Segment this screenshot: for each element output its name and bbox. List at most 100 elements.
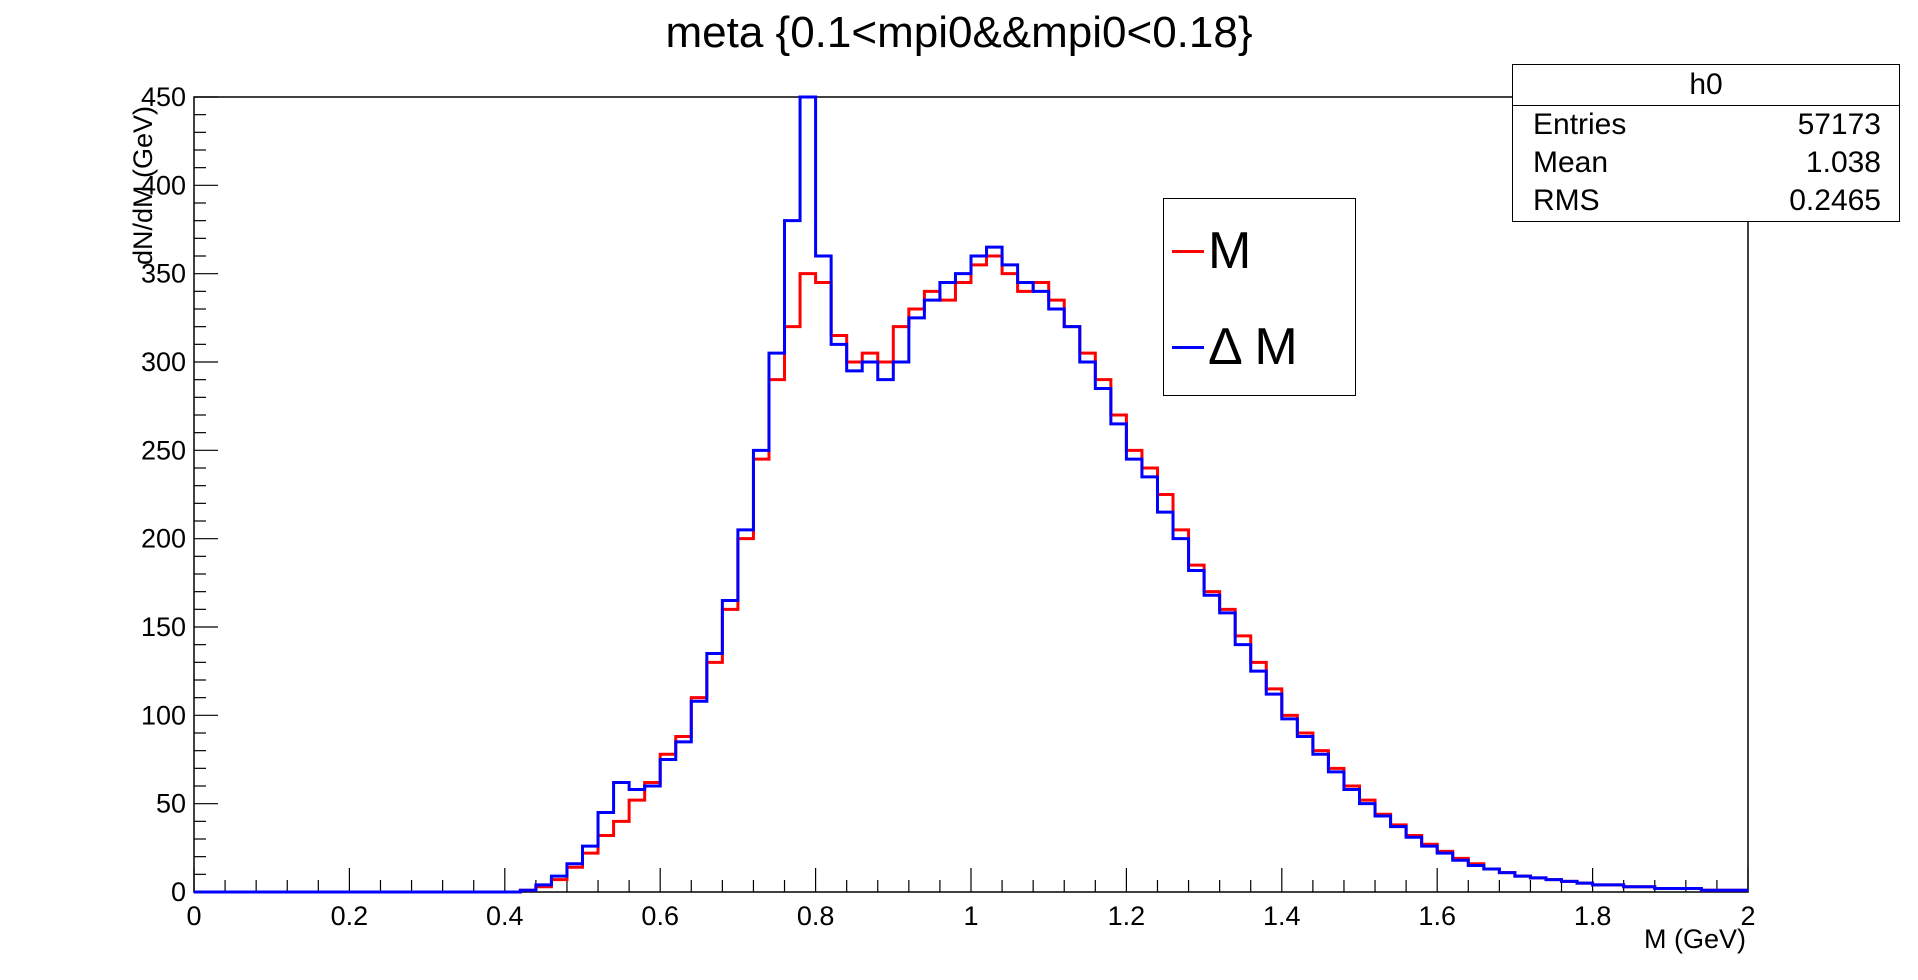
data-point (1343, 788, 1345, 791)
legend-label-delta-m: Δ M (1208, 318, 1298, 376)
y-axis-label: dN/dM (GeV) (128, 105, 159, 266)
data-point (908, 308, 910, 310)
data-point (1001, 264, 1003, 266)
data-point (1374, 815, 1376, 817)
data-point (270, 891, 273, 893)
data-point (465, 891, 467, 893)
data-point (1016, 281, 1019, 284)
x-tick-label: 1.6 (1418, 901, 1456, 931)
data-point (519, 889, 522, 892)
data-point (1498, 871, 1501, 874)
data-point (1312, 753, 1314, 755)
x-axis-label: M (GeV) (1643, 924, 1746, 954)
data-point (566, 862, 568, 865)
data-point (1451, 859, 1454, 861)
data-point (814, 255, 817, 257)
data-point (309, 891, 312, 893)
data-point (1110, 423, 1112, 425)
data-point (799, 96, 801, 98)
data-point (674, 741, 677, 743)
stats-row-rms: RMS 0.2465 (1513, 182, 1899, 220)
data-point (1327, 771, 1330, 773)
data-point (643, 781, 646, 784)
data-point (690, 696, 693, 699)
data-point (892, 361, 895, 363)
data-point (1156, 511, 1159, 513)
data-point (535, 884, 537, 886)
data-point (1685, 887, 1687, 890)
series-line-m (194, 254, 1748, 894)
data-point (193, 891, 195, 893)
legend-entry-m: M (1172, 221, 1251, 281)
stats-row-mean: Mean 1.038 (1513, 144, 1899, 182)
y-tick-label: 50 (156, 789, 186, 819)
data-point (985, 246, 988, 248)
x-tick-label: 1.8 (1574, 901, 1612, 931)
data-point (1529, 877, 1532, 879)
data-point (1249, 670, 1252, 672)
data-point (1560, 880, 1563, 883)
data-point (1141, 476, 1143, 478)
data-point (504, 891, 506, 893)
data-point (908, 317, 910, 319)
data-point (1622, 885, 1625, 888)
data-point (612, 820, 615, 823)
x-tick-label: 0.2 (331, 901, 369, 931)
data-point (1420, 845, 1423, 847)
y-tick-label: 150 (141, 612, 186, 642)
data-point (1607, 884, 1609, 886)
y-tick-label: 450 (141, 82, 186, 112)
data-point (1187, 569, 1190, 572)
data-point (550, 875, 553, 877)
data-point (706, 652, 708, 655)
stats-box: h0 Entries 57173 Mean 1.038 RMS 0.2465 (1512, 64, 1900, 222)
data-point (1467, 864, 1470, 867)
legend-entry-delta-m: Δ M (1172, 317, 1298, 377)
legend-label-m: M (1208, 222, 1252, 280)
data-point (721, 599, 724, 602)
stats-value-entries: 57173 (1797, 108, 1881, 141)
data-point (1203, 594, 1205, 596)
data-point (939, 281, 941, 284)
data-point (1094, 387, 1097, 390)
data-point (1436, 852, 1438, 854)
y-tick-label: 200 (141, 524, 186, 554)
data-point (1405, 836, 1407, 839)
data-point (1047, 308, 1050, 310)
stats-value-mean: 1.038 (1805, 146, 1881, 179)
data-point (1001, 272, 1003, 275)
stats-label-rms: RMS (1533, 184, 1600, 217)
axis-ticks: 0 0.2 0.4 0.6 0.8 1 1.2 1.4 1.6 1.8 2 0 50 100 150 200 2… (141, 82, 1756, 931)
data-point (1731, 889, 1734, 892)
data-point (1591, 884, 1594, 886)
data-point (1653, 887, 1656, 890)
stats-value-rms: 0.2465 (1789, 184, 1881, 217)
stats-row-entries: Entries 57173 (1513, 106, 1899, 144)
data-point (628, 788, 630, 791)
data-point (1281, 718, 1283, 720)
x-tick-label: 1.4 (1263, 901, 1301, 931)
series-line-delta-m (194, 95, 1748, 894)
data-point (783, 219, 786, 222)
data-point (1172, 537, 1174, 540)
data-point (1514, 875, 1516, 877)
data-point (1296, 735, 1299, 738)
data-point (923, 299, 926, 301)
data-point (348, 891, 351, 893)
series-layer (193, 95, 1749, 894)
data-point (1218, 612, 1221, 614)
data-point (752, 449, 755, 452)
data-point (581, 845, 584, 847)
data-point (861, 352, 864, 354)
data-point (659, 758, 661, 761)
data-point (643, 785, 646, 787)
data-point (1032, 290, 1034, 293)
legend: M Δ M (1163, 198, 1356, 396)
data-point (1700, 889, 1703, 892)
data-point (799, 272, 801, 275)
data-point (674, 735, 677, 738)
data-point (1063, 325, 1066, 328)
data-point (970, 255, 972, 257)
x-tick-label: 1 (963, 901, 978, 931)
